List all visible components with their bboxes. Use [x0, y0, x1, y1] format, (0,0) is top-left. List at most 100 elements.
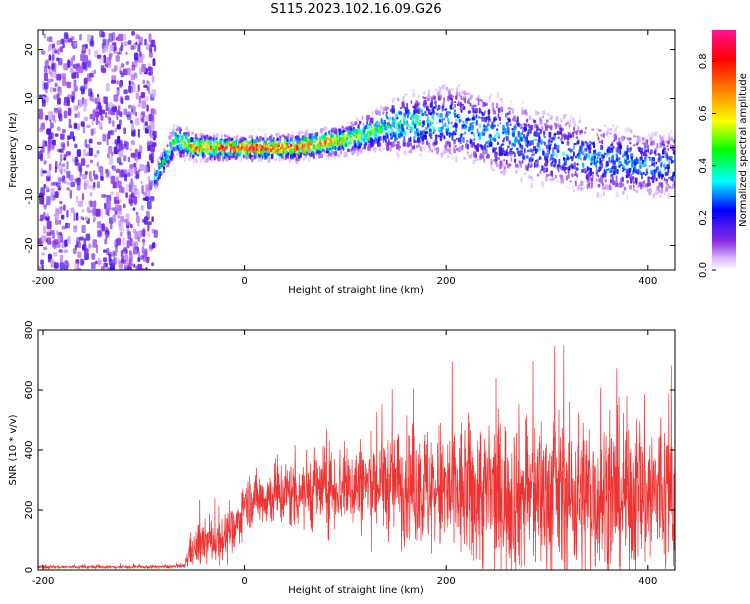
spectrogram-cell	[53, 239, 59, 245]
spectrogram-cell	[52, 53, 55, 61]
spectrogram-cell	[41, 145, 45, 153]
spectrogram-cell	[341, 132, 345, 136]
spectrogram-cell	[626, 144, 629, 150]
spectrogram-cell	[662, 143, 666, 146]
spectrogram-cell	[270, 136, 272, 138]
spectrogram-cell	[512, 132, 515, 138]
spectrogram-cell	[475, 114, 478, 118]
spectrogram-cell	[552, 147, 555, 154]
spectrogram-cell	[461, 103, 465, 107]
spectrogram-cell	[46, 151, 51, 159]
spectrogram-cell	[413, 144, 416, 150]
spectrogram-cell	[55, 160, 58, 170]
spectrogram-cell	[109, 44, 114, 52]
spectrogram-cell	[88, 73, 94, 78]
spectrogram-cell	[435, 134, 438, 137]
spectrogram-cell	[421, 112, 425, 117]
spectrogram-cell	[48, 163, 52, 171]
spectrogram-cell	[72, 71, 77, 76]
spectrogram-cell	[448, 111, 452, 114]
spectrogram-cell	[153, 168, 156, 173]
spectrogram-cell	[490, 93, 493, 96]
spectrogram-cell	[63, 168, 67, 173]
spectrogram-cell	[116, 191, 120, 201]
spectrogram-cell	[382, 147, 386, 150]
spectrogram-cell	[447, 121, 450, 125]
spectrogram-cell	[152, 58, 156, 67]
spectrogram-cell	[525, 155, 529, 159]
spectrogram-cell	[492, 149, 495, 154]
spectrogram-cell	[146, 184, 150, 192]
spectrogram-cell	[307, 141, 310, 146]
spectrogram-cell	[651, 156, 655, 162]
spectrogram-cell	[43, 160, 47, 165]
spectrogram-cell	[50, 269, 55, 270]
spectrogram-cell	[573, 188, 575, 193]
spectrogram-cell	[93, 69, 96, 75]
spectrogram-cell	[433, 106, 436, 109]
spectrogram-cell	[517, 139, 521, 145]
spectrogram-cell	[47, 228, 52, 233]
spectrogram-cell	[656, 143, 659, 149]
spectrogram-cell	[564, 166, 568, 170]
spectrogram-cell	[427, 119, 430, 123]
spectrogram-cell	[94, 269, 97, 270]
spectrogram-cell	[108, 33, 113, 42]
spectrogram-xlabel: Height of straight line (km)	[288, 285, 424, 296]
spectrogram-cell	[47, 240, 52, 245]
spectrogram-cell	[524, 172, 527, 175]
spectrogram-cell	[585, 153, 588, 158]
spectrogram-cell	[345, 151, 347, 154]
spectrogram-cell	[128, 104, 132, 109]
spectrogram-cell	[562, 180, 564, 183]
spectrogram-cell	[545, 145, 548, 150]
spectrogram-cell	[408, 142, 412, 147]
spectrogram-cell	[106, 201, 111, 211]
spectrogram-cell	[62, 43, 65, 49]
spectrogram-cell	[374, 146, 377, 150]
spectrogram-cell	[427, 92, 430, 97]
spectrogram-cell	[58, 235, 61, 241]
spectrogram-cell	[638, 136, 642, 143]
spectrogram-cell	[473, 137, 476, 142]
spectrogram-cell	[590, 162, 593, 166]
spectrogram-cell	[79, 164, 83, 173]
spectrogram-cell	[203, 158, 207, 163]
spectrogram-cell	[397, 141, 400, 147]
spectrogram-cell	[358, 120, 361, 125]
spectrogram-cell	[601, 153, 604, 159]
spectrogram-cell	[427, 142, 431, 148]
spectrogram-cell	[466, 92, 469, 95]
spectrogram-cell	[555, 152, 558, 158]
spectrogram-cell	[420, 146, 423, 153]
spectrogram-cell	[463, 156, 467, 160]
spectrogram-cell	[573, 162, 577, 167]
spectrogram-cell	[444, 146, 447, 149]
spectrogram-cell	[452, 95, 454, 98]
spectrogram-cell	[99, 121, 103, 130]
spectrogram-cell	[167, 155, 170, 159]
spectrogram-cell	[441, 108, 444, 112]
spectrogram-cell	[533, 119, 537, 124]
spectrogram-cell	[310, 139, 313, 145]
spectrogram-cell	[254, 139, 258, 144]
spectrogram-cell	[397, 153, 400, 158]
spectrogram-cell	[147, 221, 152, 226]
spectrogram-cell	[548, 131, 552, 138]
spectrogram-cell	[520, 144, 524, 150]
spectrogram-cell	[418, 119, 421, 122]
spectrogram-cell	[455, 156, 458, 163]
spectrogram-cell	[502, 163, 505, 168]
spectrogram-cell	[406, 120, 409, 124]
spectrogram-cell	[377, 141, 380, 147]
spectrogram-cell	[81, 193, 85, 201]
spectrogram-cell	[497, 113, 500, 119]
spectrogram-cell	[546, 124, 550, 129]
spectrogram-cell	[127, 172, 131, 178]
spectrogram-cell	[220, 138, 223, 141]
spectrogram-cell	[44, 140, 48, 147]
spectrogram-cell	[154, 174, 158, 177]
spectrogram-cell	[642, 171, 645, 175]
spectrogram-cell	[496, 141, 500, 146]
spectrogram-cell	[648, 190, 652, 196]
